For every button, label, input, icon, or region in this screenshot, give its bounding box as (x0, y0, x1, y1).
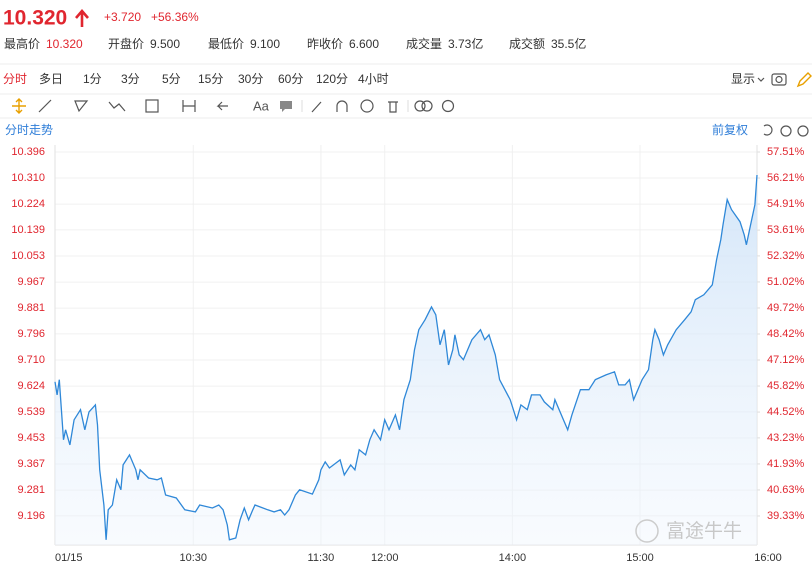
compare-icon[interactable] (414, 100, 426, 112)
y2-tick-label: 52.32% (767, 250, 805, 262)
price-line (54, 174, 758, 541)
fib-tool[interactable] (145, 99, 159, 113)
y2-tick-label: 54.91% (767, 198, 805, 210)
x-tick-label: 01/15 (55, 552, 83, 564)
y-tick-label: 9.453 (17, 432, 45, 444)
y-tick-label: 9.539 (17, 406, 45, 418)
price: 10.320 (3, 7, 67, 30)
y-tick-label: 10.139 (11, 224, 45, 236)
y-tick-label: 9.710 (17, 354, 45, 366)
y-tick-label: 10.396 (11, 146, 45, 158)
watermark-text: 富途牛牛 (666, 520, 742, 542)
x-tick-label: 11:30 (308, 552, 335, 564)
price-area (55, 175, 757, 545)
time-tab[interactable]: 30分 (238, 72, 263, 86)
hide-tool[interactable] (360, 99, 374, 113)
x-tick-label: 12:00 (371, 552, 399, 564)
y2-tick-label: 39.33% (767, 510, 805, 522)
arrow-tool[interactable] (216, 101, 228, 111)
camera-icon[interactable] (771, 73, 787, 86)
y-tick-label: 9.624 (17, 380, 45, 392)
wave-tool[interactable] (108, 101, 126, 112)
y2-tick-label: 56.21% (767, 172, 805, 184)
y2-tick-label: 57.51% (767, 146, 805, 158)
stat-label: 最高价 (4, 36, 40, 51)
delete-tool[interactable] (388, 101, 398, 113)
time-tab[interactable]: 1分 (83, 72, 102, 86)
compare-icon[interactable] (421, 100, 433, 112)
stat-label: 成交额 (509, 36, 545, 51)
y2-tick-label: 53.61% (767, 224, 805, 236)
up-arrow (75, 9, 89, 27)
y-tick-label: 9.796 (17, 328, 45, 340)
y2-tick-label: 45.82% (767, 380, 805, 392)
time-tab[interactable]: 4小时 (358, 72, 389, 86)
pencil-icon[interactable] (796, 72, 812, 88)
stat-label: 成交量 (406, 36, 442, 51)
time-tab[interactable]: 120分 (316, 72, 348, 86)
note-tool[interactable] (280, 101, 292, 112)
zoom-in[interactable] (797, 125, 809, 137)
zoom-out[interactable] (780, 125, 792, 137)
stat-value: 10.320 (46, 37, 83, 51)
y2-tick-label: 43.23% (767, 432, 805, 444)
time-tab[interactable]: 分时 (3, 72, 27, 86)
change-pct: +56.36% (151, 10, 199, 24)
stat-value: 3.73亿 (448, 36, 483, 51)
y-tick-label: 9.367 (17, 458, 45, 470)
y2-tick-label: 47.12% (767, 354, 805, 366)
chevron (757, 77, 765, 82)
line-tool[interactable] (38, 99, 52, 113)
stat-value: 35.5亿 (551, 36, 586, 51)
chart-title: 分时走势 (5, 123, 53, 137)
stat-label: 昨收价 (307, 37, 343, 51)
change: +3.720 (104, 10, 141, 24)
watermark: 富途牛牛 (635, 519, 742, 543)
x-tick-label: 16:00 (754, 552, 782, 564)
toolbar: Aa (12, 98, 455, 114)
time-tab[interactable]: 多日 (39, 72, 63, 86)
y2-tick-label: 40.63% (767, 484, 805, 496)
reset-icon[interactable] (763, 124, 773, 136)
y-tick-label: 9.881 (17, 302, 45, 314)
stat-label: 开盘价 (108, 36, 144, 51)
y-tick-label: 10.224 (11, 198, 45, 210)
watermark-logo (635, 519, 659, 543)
time-tab[interactable]: 5分 (162, 72, 181, 86)
time-tab[interactable]: 15分 (198, 72, 223, 86)
y-tick-label: 9.196 (17, 510, 45, 522)
pen-tool[interactable] (311, 101, 322, 113)
channel-tool[interactable] (74, 100, 89, 113)
y-tick-label: 9.967 (17, 276, 45, 288)
y2-tick-label: 49.72% (767, 302, 805, 314)
camera-lens (775, 75, 783, 84)
measure-tool[interactable] (182, 100, 196, 112)
x-tick-label: 14:00 (499, 552, 527, 564)
y-tick-label: 10.310 (11, 172, 45, 184)
move-tool[interactable] (12, 98, 26, 114)
y2-tick-label: 44.52% (767, 406, 805, 418)
stat-value: 9.100 (250, 37, 280, 51)
x-tick-label: 15:00 (626, 552, 654, 564)
y-tick-label: 9.281 (17, 484, 45, 496)
stat-label: 最低价 (208, 37, 244, 51)
time-tab[interactable]: 3分 (121, 72, 140, 86)
time-tab[interactable]: 60分 (278, 72, 303, 86)
settings-icon[interactable] (441, 99, 455, 113)
y2-tick-label: 41.93% (767, 458, 805, 470)
y-tick-label: 10.053 (11, 250, 45, 262)
y2-tick-label: 51.02% (767, 276, 805, 288)
stat-value: 9.500 (150, 37, 180, 51)
stat-value: 6.600 (349, 37, 379, 51)
adjust-mode[interactable]: 前复权 (712, 122, 748, 137)
x-tick-label: 10:30 (180, 552, 208, 564)
text-tool-icon[interactable]: Aa (253, 98, 270, 113)
magnet-tool[interactable] (336, 100, 348, 112)
display-menu[interactable]: 显示 (731, 72, 755, 86)
y2-tick-label: 48.42% (767, 328, 805, 340)
